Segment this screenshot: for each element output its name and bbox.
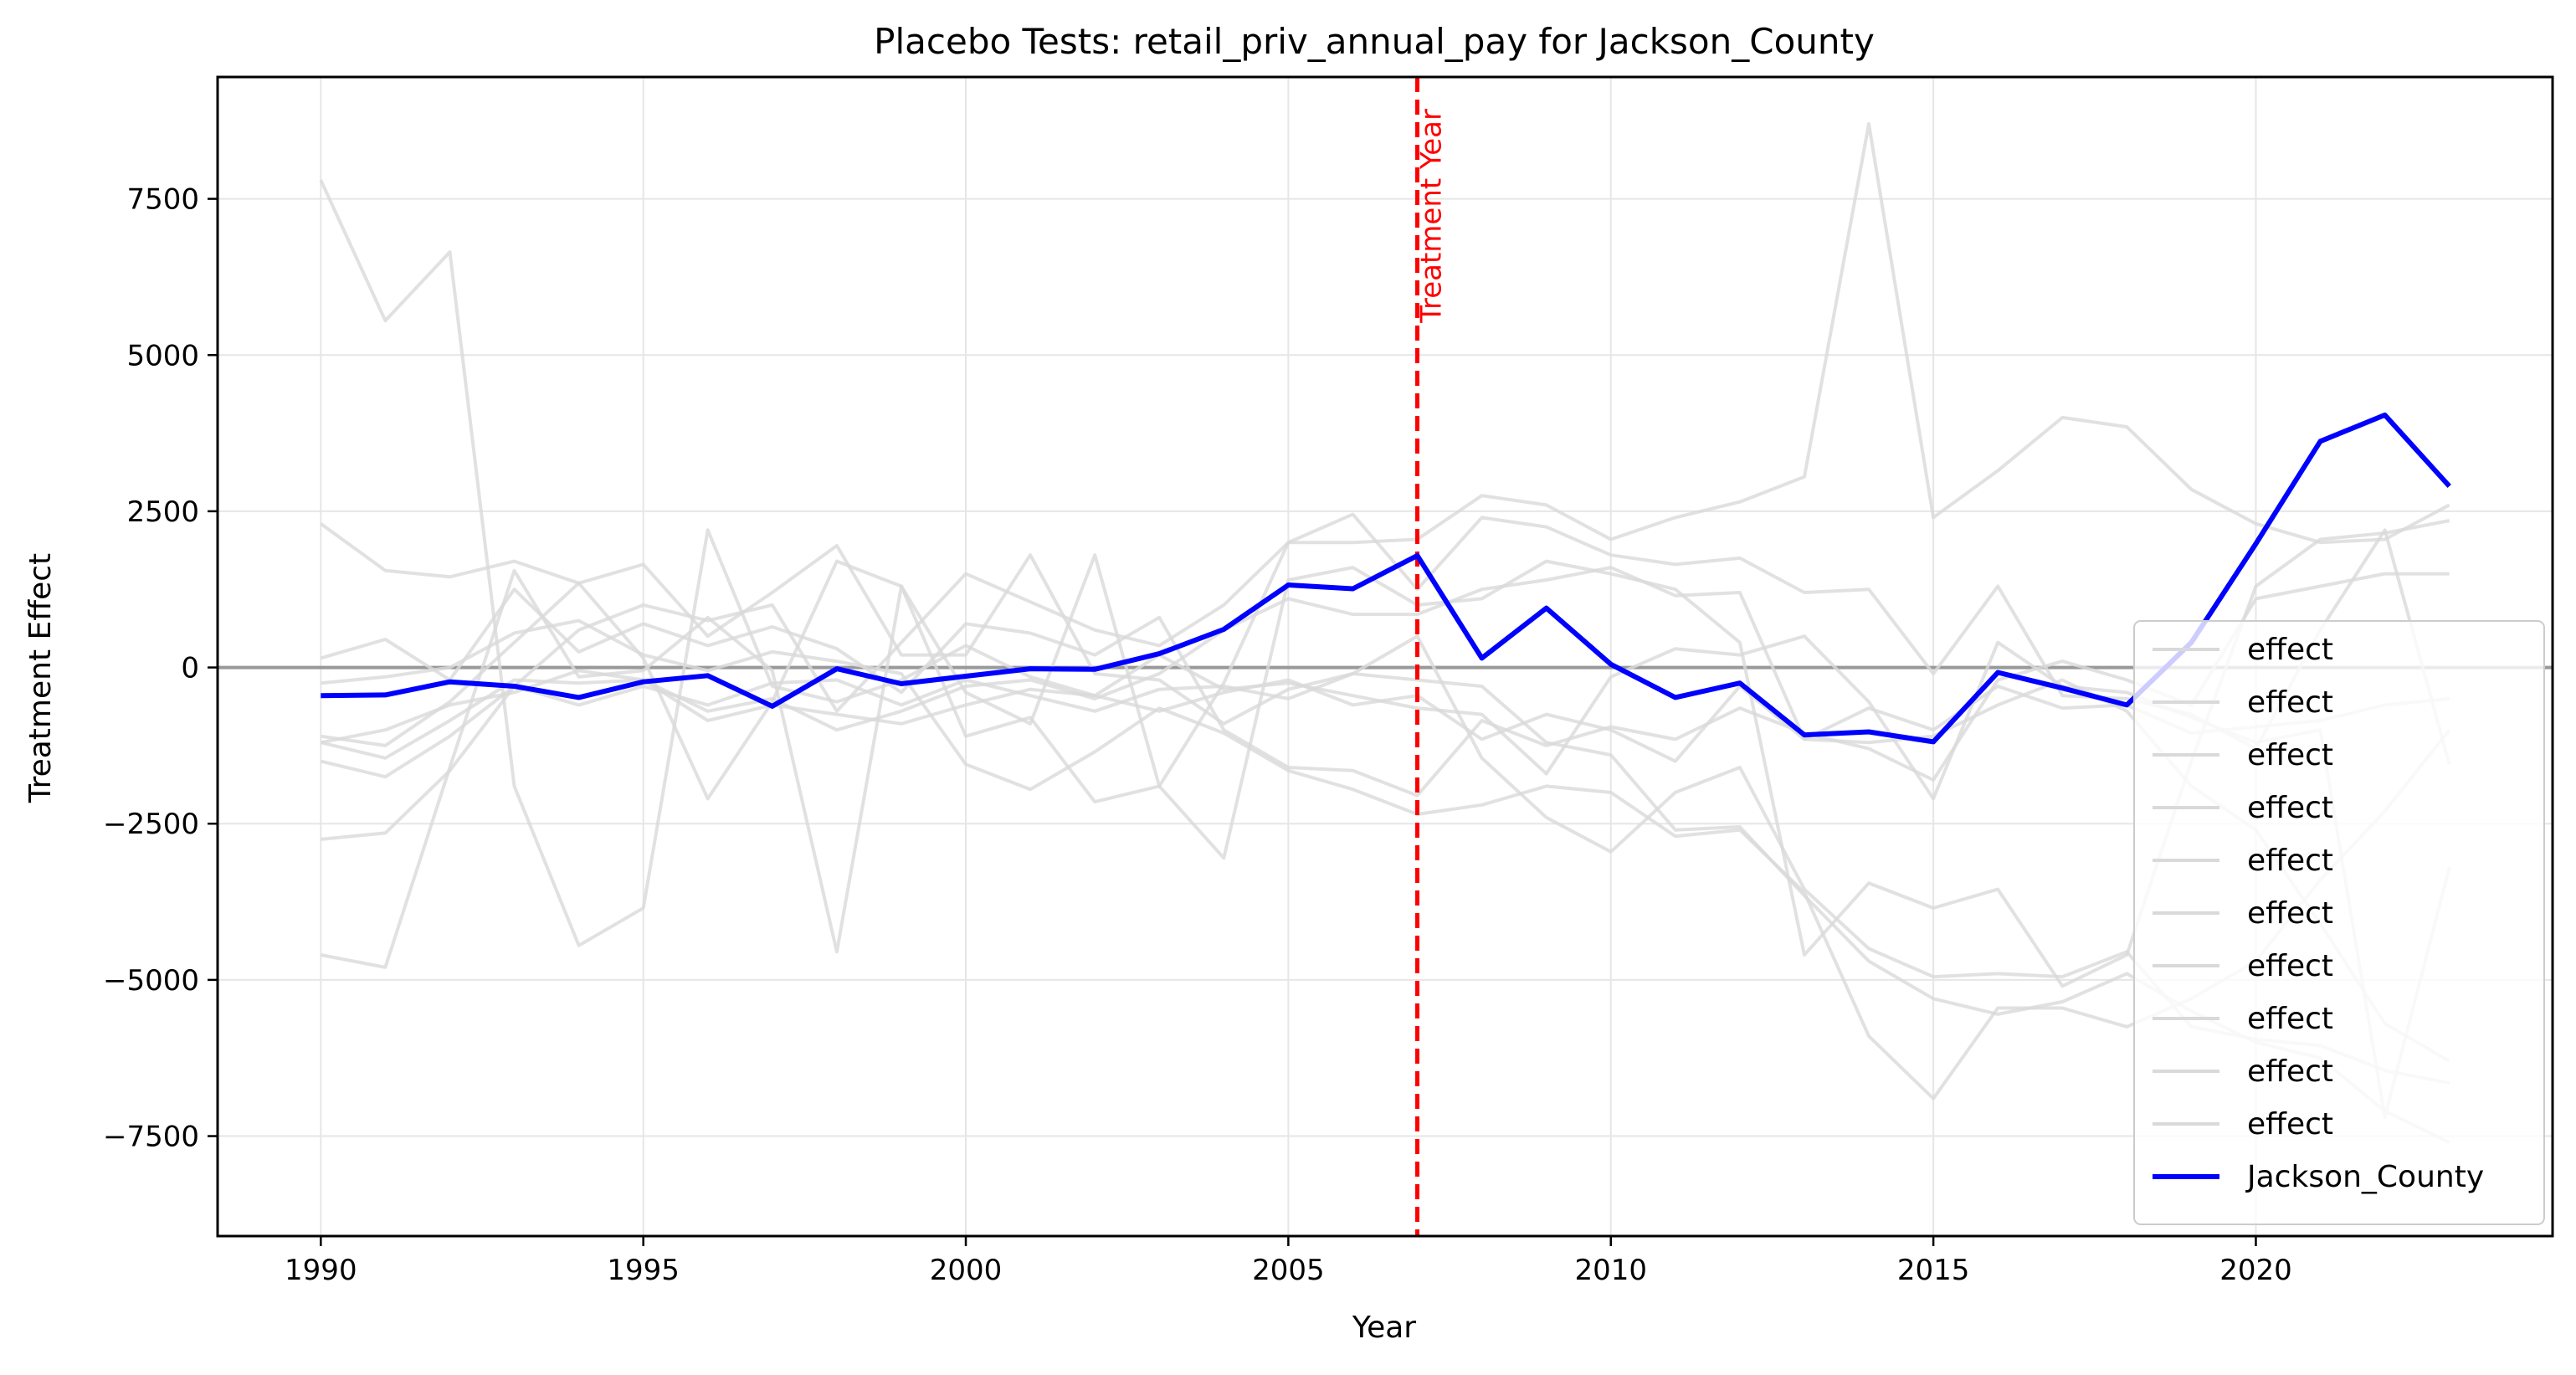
x-axis-label: Year xyxy=(1352,1311,1416,1345)
y-tick-label: −7500 xyxy=(103,1121,199,1154)
series-group xyxy=(218,77,2553,1236)
placebo-line-9 xyxy=(321,618,2451,1101)
treated-line xyxy=(321,412,2451,745)
legend-entry-label: effect xyxy=(2247,949,2333,983)
placebo-line-3 xyxy=(320,519,2450,988)
placebo-line-4 xyxy=(321,122,2450,841)
legend-entry-label: effect xyxy=(2247,685,2333,720)
placebo-line-8 xyxy=(320,572,2450,798)
legend-entry-label: effect xyxy=(2247,1002,2333,1036)
y-tick-label: 2500 xyxy=(126,495,199,529)
legend: effect effect effect effect effect effect effe… xyxy=(2133,620,2545,1225)
legend-entry-label: Jackson_County xyxy=(2245,1160,2484,1194)
legend-entry-label: effect xyxy=(2247,791,2333,825)
y-tick-label: 0 xyxy=(181,652,199,685)
legend-entry-label: effect xyxy=(2247,738,2333,772)
chart-title: Placebo Tests: retail_priv_annual_pay fo… xyxy=(874,21,1875,62)
y-tick-label: −5000 xyxy=(103,964,199,998)
y-axis-label: Treatment Effect xyxy=(23,553,58,803)
y-tick-label: −2500 xyxy=(103,808,199,841)
x-tick-label: 1995 xyxy=(607,1254,680,1287)
x-tick-label: 2005 xyxy=(1252,1254,1325,1287)
plot-area: Treatment Year 1990 1995 2000 2005 2010 2015 20… xyxy=(103,75,2554,1287)
y-tick-label: 5000 xyxy=(126,339,199,372)
x-tick-label: 2020 xyxy=(2219,1254,2292,1287)
plot-frame xyxy=(216,75,2554,1238)
treatment-year-label: Treatment Year xyxy=(1415,109,1449,324)
placebo-line-5 xyxy=(321,544,2450,1085)
x-tick-label: 2000 xyxy=(930,1254,1003,1287)
placebo-line-10 xyxy=(320,678,2450,763)
legend-entry-label: effect xyxy=(2247,1054,2333,1089)
placebo-line-7 xyxy=(320,672,2450,1144)
x-tick-label: 1990 xyxy=(285,1254,357,1287)
legend-entry-label: effect xyxy=(2247,844,2333,878)
y-tick-label: 7500 xyxy=(126,183,199,217)
legend-entry-label: effect xyxy=(2247,633,2333,667)
x-tick-label: 2010 xyxy=(1574,1254,1647,1287)
legend-entry-label: effect xyxy=(2247,1107,2333,1142)
legend-box xyxy=(2133,620,2545,1225)
legend-entry-label: effect xyxy=(2247,896,2333,931)
x-tick-label: 2015 xyxy=(1897,1254,1970,1287)
